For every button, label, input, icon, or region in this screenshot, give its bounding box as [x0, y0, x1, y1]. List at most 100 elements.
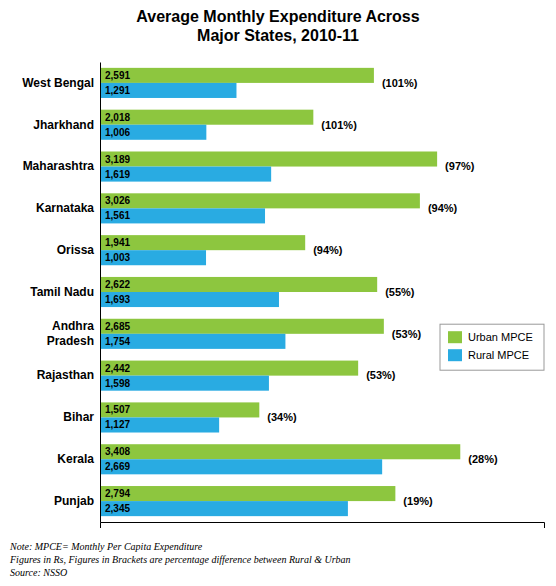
bar	[100, 319, 384, 334]
x-axis	[101, 523, 545, 529]
data-label: 3,189	[105, 154, 130, 165]
bar	[100, 83, 236, 98]
title-line: Average Monthly Expenditure Across	[136, 8, 419, 25]
y-tick-label-line: Orissa	[57, 243, 95, 257]
y-tick-label-line: Kerala	[57, 452, 94, 466]
y-axis-line	[100, 63, 101, 523]
legend-swatch	[448, 349, 462, 361]
y-tick: Rajasthan	[37, 368, 100, 382]
y-tick-label: Kerala	[57, 452, 94, 466]
bar	[100, 444, 460, 459]
y-tick-label: AndhraPradesh	[47, 319, 95, 347]
caption-line: Source: NSSO	[10, 567, 67, 578]
y-tick-label-line: Maharashtra	[23, 159, 95, 173]
bar	[100, 235, 305, 250]
bar	[100, 361, 358, 376]
data-label: 2,622	[105, 279, 130, 290]
data-label: 1,003	[105, 252, 130, 263]
y-tick-label: Tamil Nadu	[30, 285, 94, 299]
title-line: Major States, 2010-11	[197, 27, 359, 44]
y-tick-label-line: Punjab	[54, 494, 94, 508]
bar	[100, 402, 259, 417]
annotation: (101%)	[382, 77, 418, 89]
data-label: 2,685	[105, 321, 130, 332]
y-tick-label: Maharashtra	[23, 159, 95, 173]
y-tick-label: Orissa	[57, 243, 95, 257]
y-tick: Karnataka	[36, 201, 100, 215]
data-label: 1,006	[105, 127, 130, 138]
data-label: 2,794	[105, 488, 130, 499]
chart: Average Monthly Expenditure Across Major …	[0, 0, 556, 586]
annotations: (101%)(101%)(97%)(94%)(94%)(55%)(53%)(53…	[267, 77, 498, 507]
annotation: (19%)	[403, 495, 433, 507]
bar	[100, 110, 313, 125]
annotation: (53%)	[392, 328, 422, 340]
caption-line: Figures in Rs, Figures in Brackets are p…	[9, 554, 351, 565]
y-tick-label-line: Karnataka	[36, 201, 94, 215]
x-axis-line	[101, 523, 545, 529]
data-label: 1,291	[105, 85, 130, 96]
bars	[100, 68, 460, 516]
y-tick-label-line: Andhra	[52, 319, 94, 333]
y-tick-label: Bihar	[63, 410, 94, 424]
data-label: 1,127	[105, 419, 130, 430]
y-tick-label-line: Tamil Nadu	[30, 285, 94, 299]
y-tick-label: Jharkhand	[33, 118, 94, 132]
data-label: 3,408	[105, 446, 130, 457]
legend-item: Urban MPCE	[448, 331, 533, 343]
data-labels: 2,591 2,018 3,189 3,026 1,941 2,622 2,685 2,442…	[105, 70, 130, 514]
annotation: (94%)	[428, 202, 458, 214]
legend-swatch	[448, 331, 462, 343]
bar	[100, 68, 374, 83]
y-tick: West Bengal	[22, 76, 100, 90]
data-label: 3,026	[105, 195, 130, 206]
annotation: (94%)	[313, 244, 343, 256]
y-tick: Tamil Nadu	[30, 285, 100, 299]
annotation: (53%)	[366, 369, 396, 381]
data-label: 2,442	[105, 363, 130, 374]
bar	[100, 125, 206, 140]
bar	[100, 208, 265, 223]
data-label: 1,693	[105, 294, 130, 305]
bar	[100, 501, 348, 516]
y-tick-label: Karnataka	[36, 201, 94, 215]
y-tick-label: Punjab	[54, 494, 94, 508]
data-label: 1,561	[105, 210, 130, 221]
title: Average Monthly Expenditure Across Major …	[136, 8, 419, 44]
y-tick: Jharkhand	[33, 118, 100, 132]
y-tick: AndhraPradesh	[47, 319, 100, 347]
bar	[100, 376, 269, 391]
y-tick-label-line: West Bengal	[22, 76, 94, 90]
bar	[100, 250, 206, 265]
caption-line: Note: MPCE= Monthly Per Capita Expenditu…	[9, 541, 203, 552]
data-label: 2,018	[105, 112, 130, 123]
bar	[100, 486, 395, 501]
bar	[100, 167, 271, 182]
y-axis: West Bengal Jharkhand Maharashtra Karnataka…	[22, 63, 100, 523]
y-tick-label-line: Pradesh	[47, 334, 94, 348]
y-tick-label-line: Jharkhand	[33, 118, 94, 132]
bar	[100, 277, 377, 292]
data-label: 2,669	[105, 461, 130, 472]
bar	[100, 292, 279, 307]
data-label: 1,754	[105, 336, 130, 347]
annotation: (55%)	[385, 286, 415, 298]
y-tick-label-line: Bihar	[63, 410, 94, 424]
annotation: (34%)	[267, 411, 297, 423]
y-tick: Punjab	[54, 494, 100, 508]
bar	[100, 417, 219, 432]
data-label: 1,598	[105, 378, 130, 389]
data-label: 2,591	[105, 70, 130, 81]
bar	[100, 334, 285, 349]
y-tick: Kerala	[57, 452, 100, 466]
y-tick: Maharashtra	[23, 159, 100, 173]
bar	[100, 151, 437, 166]
y-tick-label-line: Rajasthan	[37, 368, 94, 382]
bar	[100, 193, 420, 208]
annotation: (97%)	[445, 160, 475, 172]
legend-item: Rural MPCE	[448, 349, 529, 361]
data-label: 1,941	[105, 237, 130, 248]
y-tick-label: West Bengal	[22, 76, 94, 90]
annotation: (28%)	[468, 453, 498, 465]
y-tick: Bihar	[63, 410, 100, 424]
